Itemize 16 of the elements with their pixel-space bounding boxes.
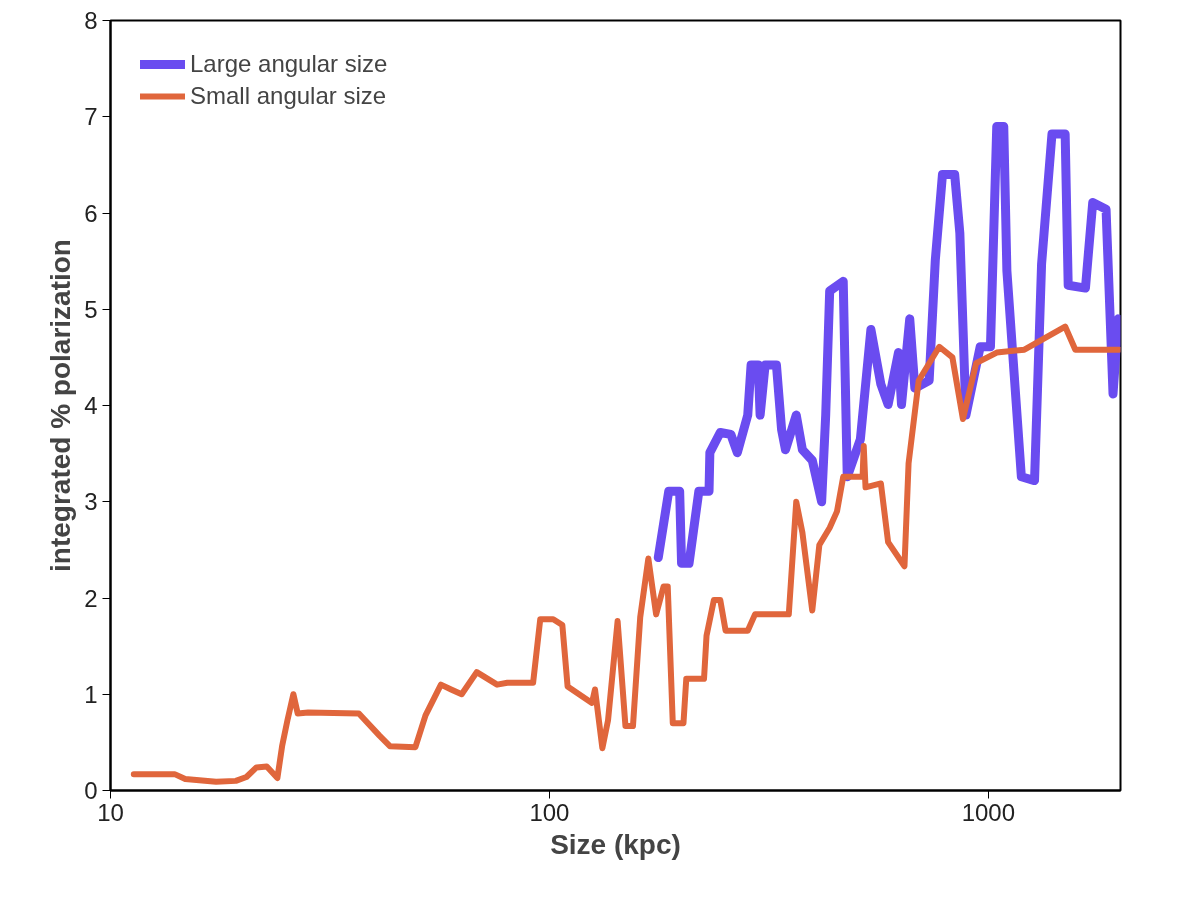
y-tick-label: 5 (84, 295, 98, 323)
y-tick-label: 1 (84, 680, 98, 708)
y-tick-label: 2 (84, 584, 98, 612)
x-tick-label: 100 (529, 798, 570, 826)
y-tick-label: 0 (84, 777, 98, 804)
x-tick-label: 10 (97, 798, 124, 826)
legend-label: Large angular size (190, 50, 388, 78)
x-axis-title: Size (kpc) (550, 828, 681, 860)
y-tick-label: 3 (84, 488, 98, 516)
y-tick-label: 7 (84, 103, 98, 131)
y-axis-title: integrated % polarization (45, 239, 77, 572)
legend-label: Small angular size (190, 82, 387, 110)
x-tick-label: 1000 (961, 798, 1016, 826)
y-tick-label: 4 (84, 392, 98, 419)
y-tick-label: 6 (84, 199, 98, 227)
y-tick-label: 8 (84, 7, 98, 34)
